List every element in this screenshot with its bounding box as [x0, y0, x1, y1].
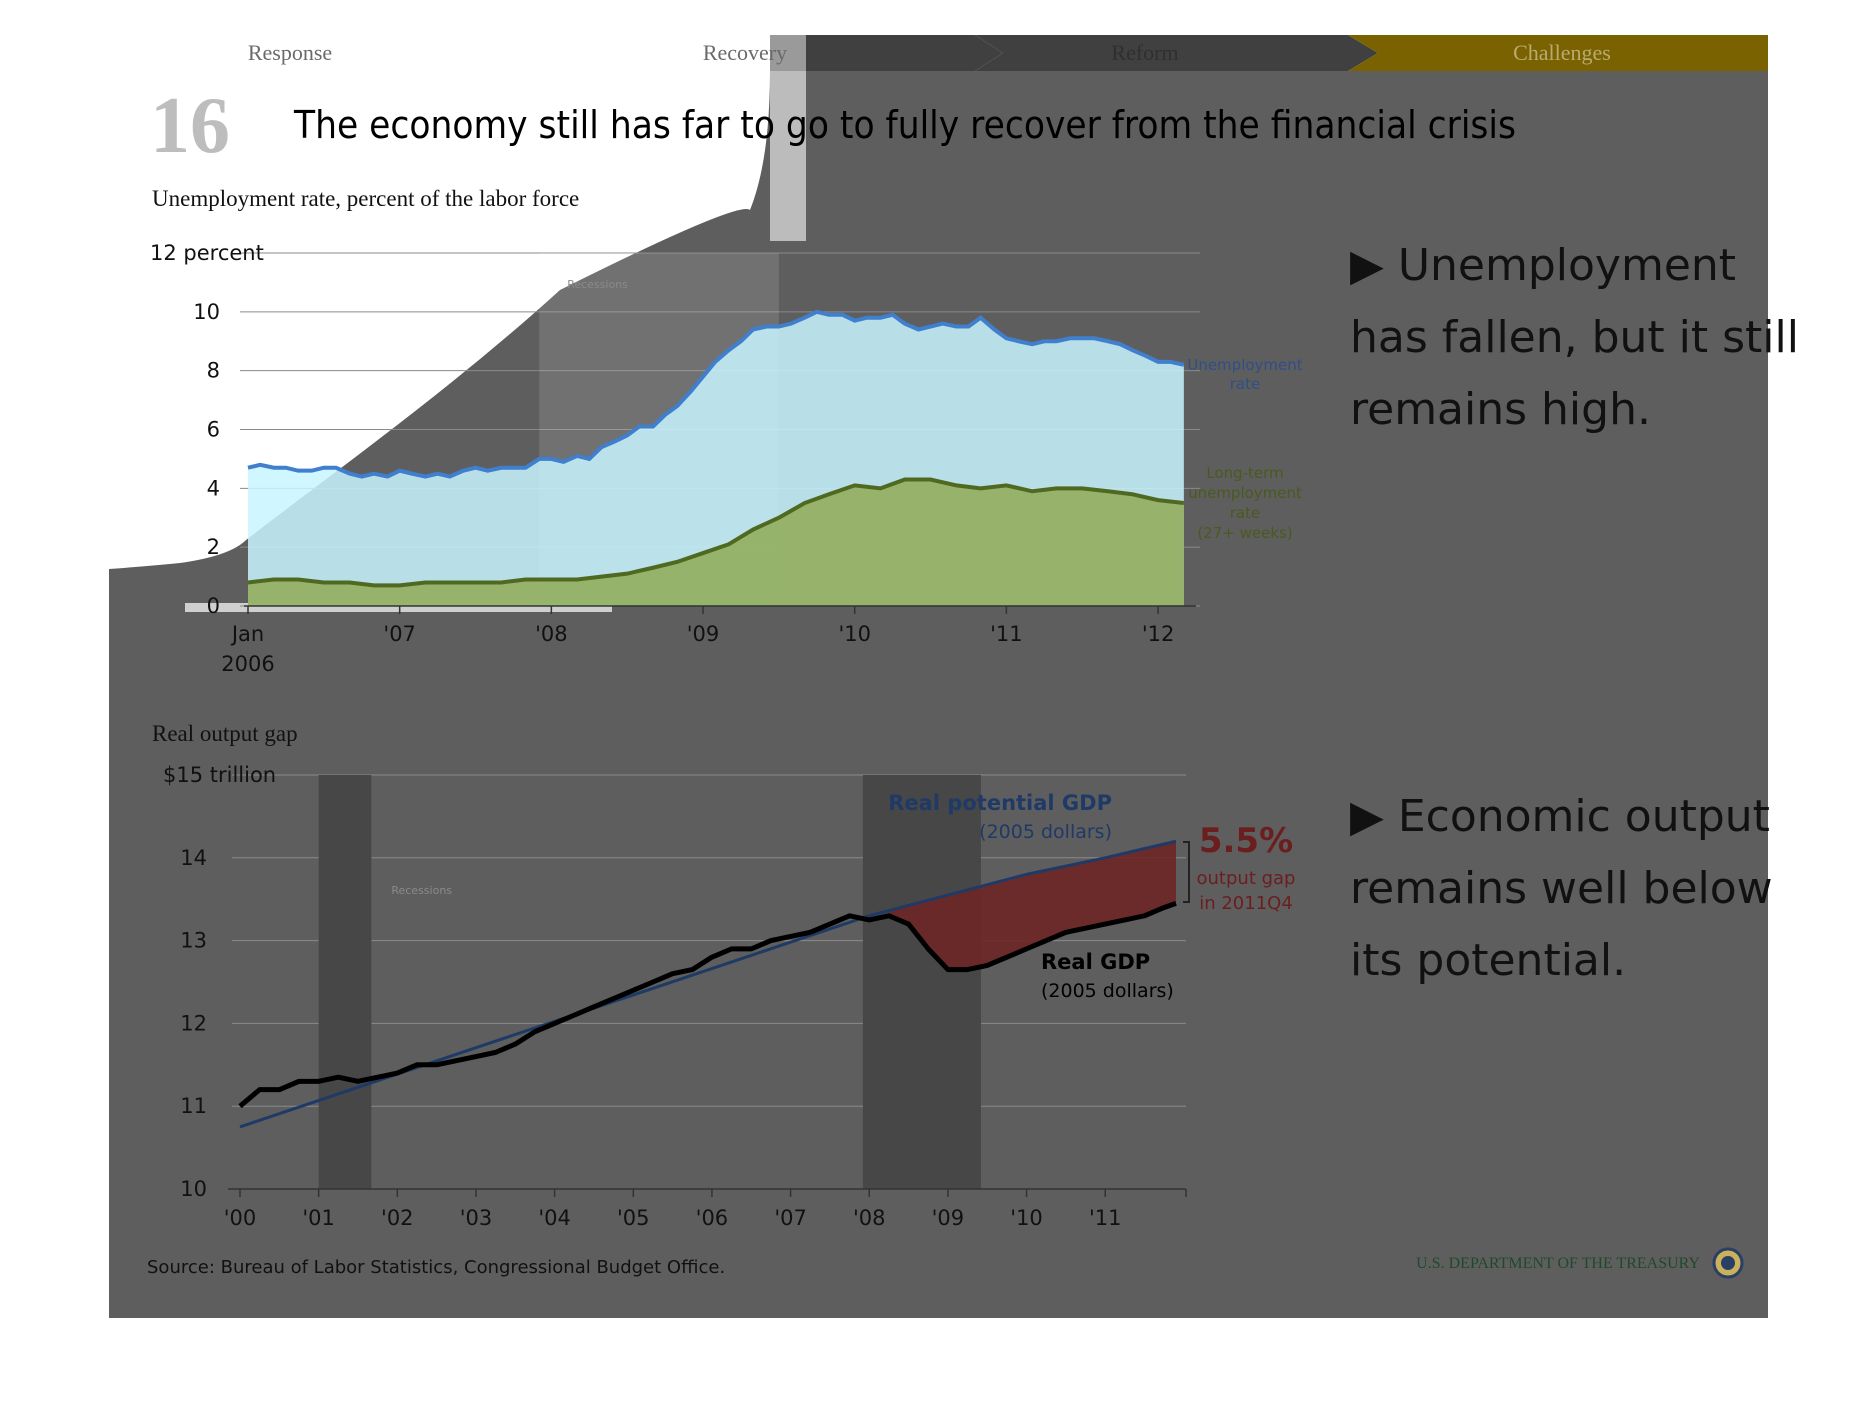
chart1-y-ticks: 0 2 4 6 8 10 12 percent [150, 241, 264, 618]
chart1-x-tick-label: '12 [1142, 622, 1175, 646]
tab-reform[interactable] [975, 35, 1378, 71]
output-gap-percent: 5.5% [1199, 821, 1293, 861]
chart2-y-tick-label: 10 [180, 1177, 207, 1201]
chart2-x-tick-label: '10 [1010, 1206, 1043, 1230]
chart2-x-tick-label: '05 [617, 1206, 650, 1230]
bullet-1-line-1: ▶ Unemployment [1350, 240, 1736, 291]
dim-overlay [109, 71, 1768, 1318]
chart2-recessions: Recessions [318, 775, 981, 1189]
tab-challenges[interactable] [1348, 35, 1768, 71]
chart2-title: Real output gap [152, 721, 298, 746]
chart2-lines [238, 839, 1177, 1129]
light-band [770, 71, 806, 241]
bullet-1-line-2: has fallen, but it still [1350, 312, 1799, 363]
chart2-x-tick-label: '11 [1089, 1206, 1122, 1230]
output-gap-label-1: output gap [1197, 868, 1296, 889]
chart1-x-tick-label: '09 [687, 622, 720, 646]
light-bar [185, 603, 612, 612]
chart1-y-tick-label: 12 percent [150, 241, 264, 265]
chart1-x-tick-label: '08 [535, 622, 568, 646]
chart1-lines [247, 309, 1185, 588]
real-gdp-sublabel: (2005 dollars) [1041, 980, 1174, 1002]
chart1-recession-label: Recessions [567, 278, 628, 291]
tab-reform-label[interactable]: Reform [1111, 40, 1178, 65]
tab-recovery-label[interactable]: Recovery [703, 40, 787, 65]
slide-number: 16 [150, 82, 230, 170]
longterm-series-label-2: unemployment [1188, 484, 1302, 502]
chart2-y-tick-label: 11 [180, 1094, 207, 1118]
real-gdp-label: Real GDP [1041, 950, 1150, 974]
chart2-x-ticks: '00 '01 '02 '03 '04 '05 '06 '07 '08 '09 '10 '11 [224, 1188, 1187, 1230]
tab-recovery[interactable] [806, 35, 1003, 71]
unemployment-line [247, 309, 1185, 479]
chart2-y-tick-label: $15 trillion [163, 763, 276, 787]
chart2-y-ticks: 10 11 12 13 14 $15 trillion [163, 763, 276, 1201]
bullet-2-line-3: its potential. [1350, 935, 1626, 986]
chart1-x-tick-label: Jan [230, 622, 264, 646]
bullet-2-line-1: ▶ Economic output [1350, 791, 1770, 842]
output-gap-label-2: in 2011Q4 [1199, 893, 1293, 914]
longterm-area [248, 479, 1184, 606]
source-note: Source: Bureau of Labor Statistics, Cong… [147, 1257, 725, 1278]
tab-response-label[interactable]: Response [248, 40, 332, 65]
chart1-title: Unemployment rate, percent of the labor … [152, 186, 579, 211]
chart2-recession-band [862, 775, 981, 1189]
chart1-y-tick-label: 8 [207, 359, 220, 383]
chart1-y-tick-label: 4 [207, 476, 220, 500]
chart1-y-tick-label: 6 [207, 418, 220, 442]
chart2-x-tick-label: '03 [460, 1206, 493, 1230]
unemployment-series-label-2: rate [1230, 375, 1260, 393]
agency-name: U.S. DEPARTMENT OF THE TREASURY [1416, 1255, 1700, 1272]
chart2-recession-band [318, 775, 372, 1189]
real-gdp-line [238, 900, 1177, 1109]
nav-bar: Response Recovery Reform Challenges [248, 35, 1768, 71]
bullet-output: ▶ Economic output remains well below its… [1350, 791, 1773, 986]
chart1-y-tick-label: 10 [193, 300, 220, 324]
chart2-x-tick-label: '06 [696, 1206, 729, 1230]
slide-title: The economy still has far to go to fully… [293, 103, 1516, 147]
chart2-x-tick-label: '02 [381, 1206, 414, 1230]
chart2-x-tick-label: '04 [538, 1206, 571, 1230]
chart2-x-tick-label: '07 [774, 1206, 807, 1230]
gap-bracket [1183, 841, 1190, 903]
nav-gap [770, 35, 806, 71]
output-gap-area [888, 841, 1176, 970]
longterm-series-label-3: rate [1230, 504, 1260, 522]
chart2-y-tick-label: 12 [180, 1011, 207, 1035]
chart1-y-tick-label: 2 [207, 535, 220, 559]
longterm-line [247, 477, 1185, 588]
chart2-y-tick-label: 13 [180, 929, 207, 953]
chart1-x-tick-label: '07 [383, 622, 416, 646]
output-gap-chart: Real output gap Recessions 10 11 12 13 14 $15… [152, 721, 1295, 1230]
chart2-y-tick-label: 14 [180, 846, 207, 870]
chart2-x-tick-label: '01 [302, 1206, 335, 1230]
chart2-x-tick-label: '08 [853, 1206, 886, 1230]
tab-challenges-label[interactable]: Challenges [1513, 40, 1611, 65]
chart1-x-tick-label: 2006 [221, 652, 274, 676]
chart1-x-tick-label: '11 [990, 622, 1023, 646]
chart2-recession-label: Recessions [391, 884, 452, 897]
chart1-x-ticks: Jan 2006 '07 '08 '09 '10 '11 '12 [221, 605, 1196, 676]
chart2-x-tick-label: '00 [224, 1206, 257, 1230]
treasury-seal-icon [1712, 1247, 1744, 1279]
chart2-x-tick-label: '09 [932, 1206, 965, 1230]
bullet-2-line-2: remains well below [1350, 863, 1773, 914]
chart1-areas [248, 311, 1184, 606]
potential-gdp-sublabel: (2005 dollars) [979, 821, 1112, 843]
longterm-series-label-1: Long-term [1206, 464, 1283, 482]
chart1-x-tick-label: '10 [838, 622, 871, 646]
bullet-1-line-3: remains high. [1350, 384, 1651, 435]
chart2-gap-area [888, 841, 1176, 970]
potential-gdp-line [239, 839, 1177, 1129]
chart1-y-tick-label: 0 [207, 594, 220, 618]
potential-gdp-label: Real potential GDP [888, 791, 1112, 815]
bullet-unemployment: ▶ Unemployment has fallen, but it still … [1350, 240, 1799, 435]
unemployment-chart: Unemployment rate, percent of the labor … [150, 186, 1303, 676]
longterm-series-label-4: (27+ weeks) [1197, 524, 1292, 542]
unemployment-series-label-1: Unemployment [1187, 356, 1302, 374]
